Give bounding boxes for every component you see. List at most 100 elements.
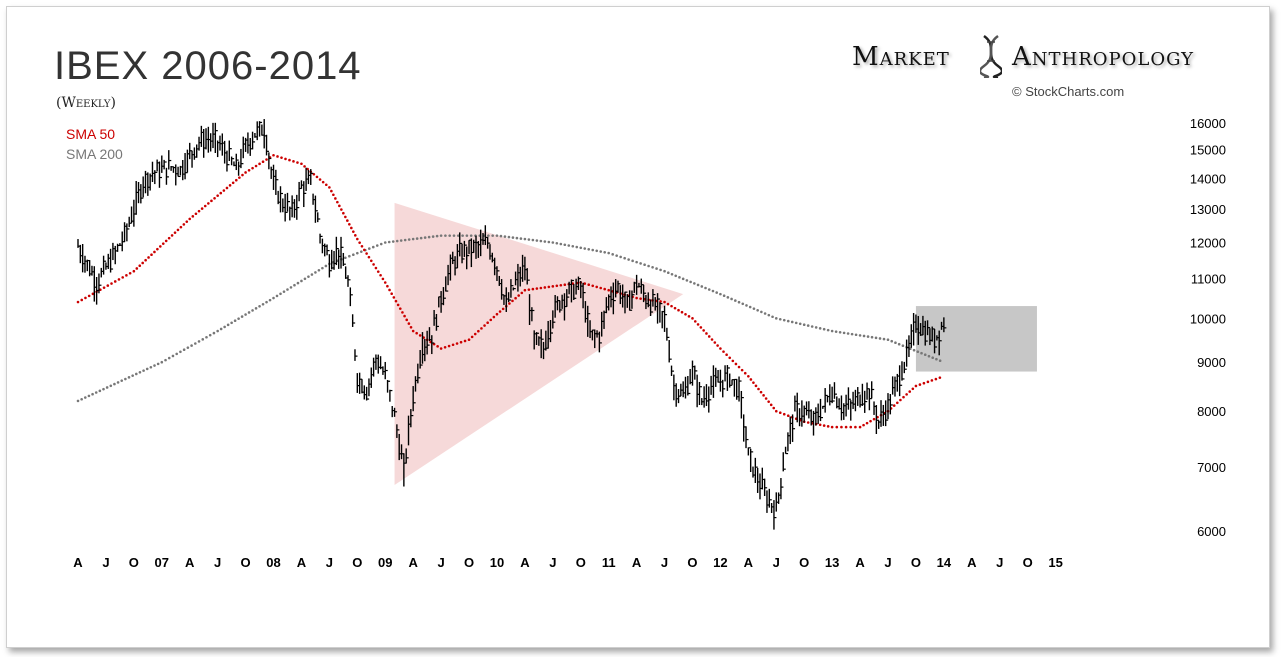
sma-dot (716, 344, 719, 347)
x-tick-label: O (911, 555, 921, 570)
sma-dot (830, 329, 834, 333)
sma-dot (477, 329, 480, 333)
sma-dot (240, 315, 244, 318)
sma-dot (392, 296, 396, 299)
sma-dot (639, 262, 642, 265)
sma-dot (674, 274, 678, 278)
sma-dot (282, 290, 286, 293)
sma-dot (757, 387, 760, 391)
sma-dot (872, 417, 876, 421)
sma-dot (427, 235, 431, 239)
x-tick-label: A (632, 555, 642, 570)
x-tick-label: A (967, 555, 977, 570)
y-tick-label: 11000 (1191, 272, 1226, 287)
sma-dot (547, 285, 551, 289)
sma-dot (456, 234, 460, 237)
chart-title: IBEX 2006-2014 (54, 44, 362, 88)
sma-dot (731, 359, 735, 363)
sma-dot (689, 280, 692, 284)
brand-word-market: Market (852, 42, 950, 72)
sma-dot (818, 327, 822, 330)
sma-dot (719, 292, 722, 296)
sma-dot (934, 377, 938, 381)
sma-dot (535, 287, 539, 290)
sma-dot (265, 300, 268, 304)
sma-dot (499, 234, 503, 238)
sma-dot (394, 299, 398, 303)
sma-dot (927, 354, 931, 358)
x-tick-label: J (214, 555, 221, 570)
sma-dot (842, 331, 846, 335)
sma-dot (132, 269, 136, 273)
sma-dot (511, 299, 514, 303)
x-tick-label: J (549, 555, 556, 570)
sma-dot (435, 234, 439, 238)
sma-dot (182, 223, 186, 226)
x-tick-label: 14 (937, 555, 952, 570)
sma-dot (144, 258, 147, 262)
sma-dot (922, 381, 926, 385)
sma-dot (463, 339, 467, 343)
sma-dot (185, 220, 189, 223)
sma-dot (914, 384, 918, 388)
x-tick-label: J (437, 555, 444, 570)
sma-dot (734, 362, 738, 366)
sma-dot (131, 374, 134, 377)
sma-dot (517, 294, 520, 297)
sma-dot (145, 367, 149, 371)
sma-dot (288, 158, 291, 162)
sma-dot (769, 403, 773, 407)
sma-dot (473, 332, 477, 336)
sma-dot (726, 296, 730, 299)
sma-dot (348, 222, 351, 226)
sma-dot (379, 242, 383, 246)
sma-dot (786, 319, 790, 323)
x-tick-label: O (576, 555, 586, 570)
sma-dot (935, 357, 938, 361)
sma-dot (704, 286, 707, 290)
sma-dot (643, 263, 646, 267)
sma-dot (722, 294, 726, 298)
sma-dot (128, 271, 132, 275)
sma-dot (523, 237, 527, 241)
sma-dot (747, 374, 750, 378)
sma-dot (431, 235, 435, 238)
x-tick-label: 09 (378, 555, 392, 570)
sma-dot (623, 256, 626, 260)
sma-dot (261, 302, 265, 306)
x-tick-label: O (1023, 555, 1033, 570)
sma-dot (710, 338, 714, 341)
sma-dot (247, 169, 251, 172)
x-tick-label: J (102, 555, 109, 570)
x-tick-label: 08 (266, 555, 280, 570)
sma-dot (76, 300, 80, 304)
sma-dot (216, 194, 219, 197)
sma-dot (374, 266, 378, 270)
sma-dot (678, 276, 681, 279)
sma-dot (317, 268, 321, 272)
sma-dot (367, 247, 371, 250)
sma-dot (615, 254, 618, 257)
sma-dot (91, 392, 94, 396)
sma-dot (849, 425, 853, 429)
sma-dot (109, 384, 113, 388)
sma-dot (234, 178, 238, 182)
sma-dot (173, 231, 177, 234)
sma-dot (559, 283, 563, 287)
x-tick-label: 15 (1048, 555, 1062, 570)
sma-dot (170, 234, 174, 237)
sma-dot (362, 248, 366, 252)
sma-dot (878, 337, 882, 340)
sma-dot (164, 239, 168, 243)
sma-dot (575, 245, 579, 249)
x-tick-label: A (855, 555, 865, 570)
sma-dot (670, 272, 674, 276)
sma-dot (705, 332, 708, 335)
sma-dot (94, 391, 98, 394)
sma-dot (182, 348, 186, 352)
sma-dot (222, 189, 226, 192)
sma-dot (251, 166, 254, 170)
sma-dot (865, 421, 869, 425)
sma-dot (830, 425, 834, 429)
sma-dot (923, 353, 927, 356)
